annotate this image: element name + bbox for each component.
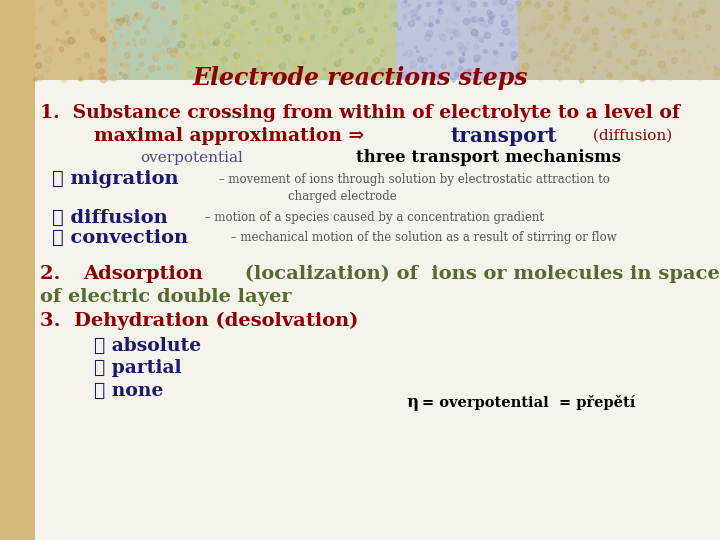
Bar: [108, 0, 410, 80]
Bar: [396, 0, 576, 80]
Text: ❯ convection: ❯ convection: [52, 228, 188, 247]
Text: – movement of ions through solution by electrostatic attraction to: – movement of ions through solution by e…: [215, 173, 610, 186]
Text: Adsorption: Adsorption: [84, 265, 203, 284]
Bar: [518, 0, 720, 80]
Text: 3.  Dehydration (desolvation): 3. Dehydration (desolvation): [40, 312, 358, 330]
Bar: [180, 0, 396, 80]
Text: – motion of a species caused by a concentration gradient: – motion of a species caused by a concen…: [201, 211, 544, 224]
Text: ❯ diffusion: ❯ diffusion: [52, 208, 168, 227]
Text: three transport mechanisms: three transport mechanisms: [356, 149, 621, 166]
Text: 2.: 2.: [40, 265, 73, 284]
Text: maximal approximation ⇒: maximal approximation ⇒: [94, 127, 370, 145]
Text: ❯ none: ❯ none: [94, 382, 163, 400]
Text: transport: transport: [451, 126, 557, 146]
Text: of electric double layer: of electric double layer: [40, 288, 291, 306]
Text: ❯ partial: ❯ partial: [94, 359, 181, 377]
Text: 1.  Substance crossing from within of electrolyte to a level of: 1. Substance crossing from within of ele…: [40, 104, 680, 123]
Text: charged electrode: charged electrode: [288, 190, 397, 202]
Text: (localization) of  ions or molecules in space: (localization) of ions or molecules in s…: [238, 265, 720, 284]
Bar: [35, 0, 179, 80]
Text: (diffusion): (diffusion): [588, 129, 672, 143]
Text: Electrode reactions steps: Electrode reactions steps: [192, 66, 528, 90]
Bar: [0, 0, 35, 540]
Text: ❯ absolute: ❯ absolute: [94, 336, 201, 355]
Bar: [35, 80, 720, 540]
Text: η: η: [407, 394, 419, 411]
Text: – mechanical motion of the solution as a result of stirring or flow: – mechanical motion of the solution as a…: [228, 231, 617, 244]
Text: = overpotential  = přepětí: = overpotential = přepětí: [423, 395, 636, 410]
Text: ❯ migration: ❯ migration: [52, 170, 179, 188]
Text: overpotential: overpotential: [140, 151, 243, 165]
